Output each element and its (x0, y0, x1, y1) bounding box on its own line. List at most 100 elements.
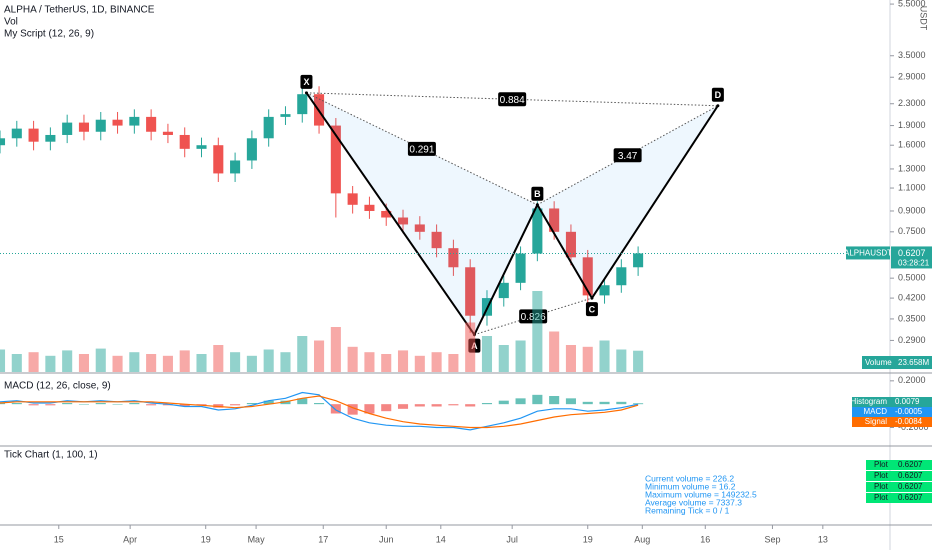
y-tick-label: 3.5000 (898, 50, 926, 60)
volume-bar (196, 354, 207, 372)
volume-bar (263, 349, 274, 372)
x-tick-label: 15 (54, 534, 64, 544)
candle-body (129, 116, 140, 126)
volume-bar (230, 352, 241, 372)
volume-bar (78, 354, 89, 372)
candle-body (599, 285, 610, 296)
point-box (531, 186, 544, 201)
x-tick-label: Jul (506, 534, 518, 544)
macd-title: MACD (12, 26, close, 9) (4, 381, 111, 392)
ratio-box (498, 92, 527, 107)
countdown-label: 03:28:21 (898, 259, 930, 268)
y-tick-label: 0.9000 (898, 205, 926, 215)
candle-body (347, 193, 358, 205)
volume-bar (246, 355, 257, 372)
ratio-line (306, 92, 538, 206)
y-tick-label: 0.2000 (898, 375, 926, 385)
volume-bar (431, 352, 442, 372)
histogram-bar (431, 404, 442, 407)
point-label: C (589, 304, 596, 314)
y-tick-label: 1.6000 (898, 140, 926, 150)
ratio-label: 3.47 (618, 151, 638, 162)
candle-body (146, 116, 157, 132)
volume-badge (862, 356, 932, 369)
volume-bar (414, 355, 425, 372)
volume-bar (45, 355, 56, 372)
volume-bar (112, 355, 123, 372)
point-label: B (534, 189, 541, 199)
histogram-bar (515, 398, 526, 405)
legend-name: MACD (863, 407, 887, 416)
volume-bar (0, 349, 6, 372)
tick-stat: Average volume = 7337.3 (645, 497, 742, 507)
candle-body (263, 116, 274, 139)
legend-value: 0.0079 (895, 397, 920, 406)
point-label: X (303, 77, 309, 87)
tick-stat: Remaining Tick = 0 / 1 (645, 505, 730, 515)
histogram-bar (28, 404, 39, 406)
candle-body (95, 119, 106, 132)
ratio-box (407, 141, 436, 156)
pattern-point (590, 296, 594, 300)
candle-body (297, 94, 308, 115)
histogram-bar (347, 404, 358, 415)
ratio-line (474, 297, 593, 336)
candle-body (616, 267, 627, 286)
volume-bar (381, 354, 392, 372)
histogram-bar (599, 401, 610, 405)
tick-title: Tick Chart (1, 100, 1) (4, 450, 98, 461)
candle-body (397, 217, 409, 225)
candle-body (364, 204, 375, 211)
candle-body (213, 145, 224, 174)
macd-line (0, 391, 639, 431)
volume-bar (465, 322, 476, 372)
ratio-box (613, 148, 642, 163)
legend-value: -0.0084 (895, 417, 923, 426)
volume-bar (498, 345, 509, 372)
histogram-bar (364, 404, 375, 414)
volume-bar (347, 346, 358, 372)
y-tick-label: 5.5000 (898, 0, 926, 8)
tick-stat: Minimum volume = 16.2 (645, 481, 736, 491)
pattern-fill (306, 92, 538, 335)
histogram-bar (146, 404, 157, 406)
volume-bar (549, 331, 560, 372)
macd-line (0, 395, 639, 429)
histogram-bar (532, 394, 543, 405)
histogram-bar (112, 404, 123, 405)
volume-bar (62, 350, 73, 372)
pattern-fill (537, 105, 718, 299)
volume-bar (397, 350, 409, 372)
volume-title: Vol (4, 17, 18, 28)
volume-bar (616, 349, 627, 372)
plot-name: Plot (874, 471, 889, 480)
histogram-bar (314, 403, 325, 405)
histogram-bar (297, 398, 308, 405)
script-title: My Script (12, 26, 9) (4, 29, 94, 40)
y-tick-label: 1.9000 (898, 120, 926, 130)
plot-badge (866, 482, 932, 492)
histogram-bar (179, 404, 190, 407)
candle-body (11, 128, 22, 139)
candle-body (565, 231, 576, 258)
candle-body (633, 253, 644, 268)
volume-bar (179, 350, 190, 372)
volume-bar (633, 350, 644, 372)
volume-bar (280, 352, 291, 372)
point-label: D (715, 90, 722, 100)
volume-bar (448, 354, 459, 372)
chart-title: ALPHA / TetherUS, 1D, BINANCE (4, 5, 155, 16)
plot-badge (866, 471, 932, 481)
y-tick-label: 1.3000 (898, 163, 926, 173)
histogram-bar (582, 401, 593, 405)
histogram-bar (481, 403, 493, 405)
histogram-bar (549, 396, 560, 405)
symbol-badge (846, 246, 890, 260)
volume-badge-name: Volume (865, 358, 892, 367)
candle-body (112, 119, 123, 126)
histogram-bar (0, 403, 6, 405)
x-tick-label: 17 (318, 534, 328, 544)
plot-name: Plot (874, 482, 889, 491)
histogram-bar (465, 404, 476, 407)
